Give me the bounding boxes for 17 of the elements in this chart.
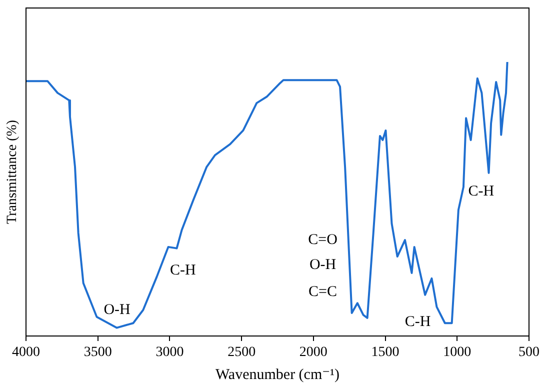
annotation: C-H (404, 314, 431, 330)
x-tick-label: 1000 (443, 345, 472, 360)
x-tick-label: 2500 (228, 345, 256, 360)
x-tick-label: 3000 (156, 345, 184, 360)
annotation: C=O (308, 232, 338, 248)
annotation: O-H (309, 257, 336, 274)
x-tick-label: 500 (518, 345, 540, 360)
annotation: C-H (468, 184, 494, 200)
annotation: C=C (308, 284, 338, 300)
annotation: C-H (170, 262, 196, 278)
annotation: O-H (104, 302, 131, 318)
x-tick-label: 4000 (12, 345, 40, 360)
x-tick-label: 3500 (84, 345, 112, 360)
x-axis-title: Wavenumber (cm⁻¹) (215, 366, 340, 383)
y-axis-title: Transmittance (%) (5, 120, 20, 224)
x-tick-label: 1500 (371, 345, 400, 360)
x-tick-label: 2000 (299, 345, 328, 360)
